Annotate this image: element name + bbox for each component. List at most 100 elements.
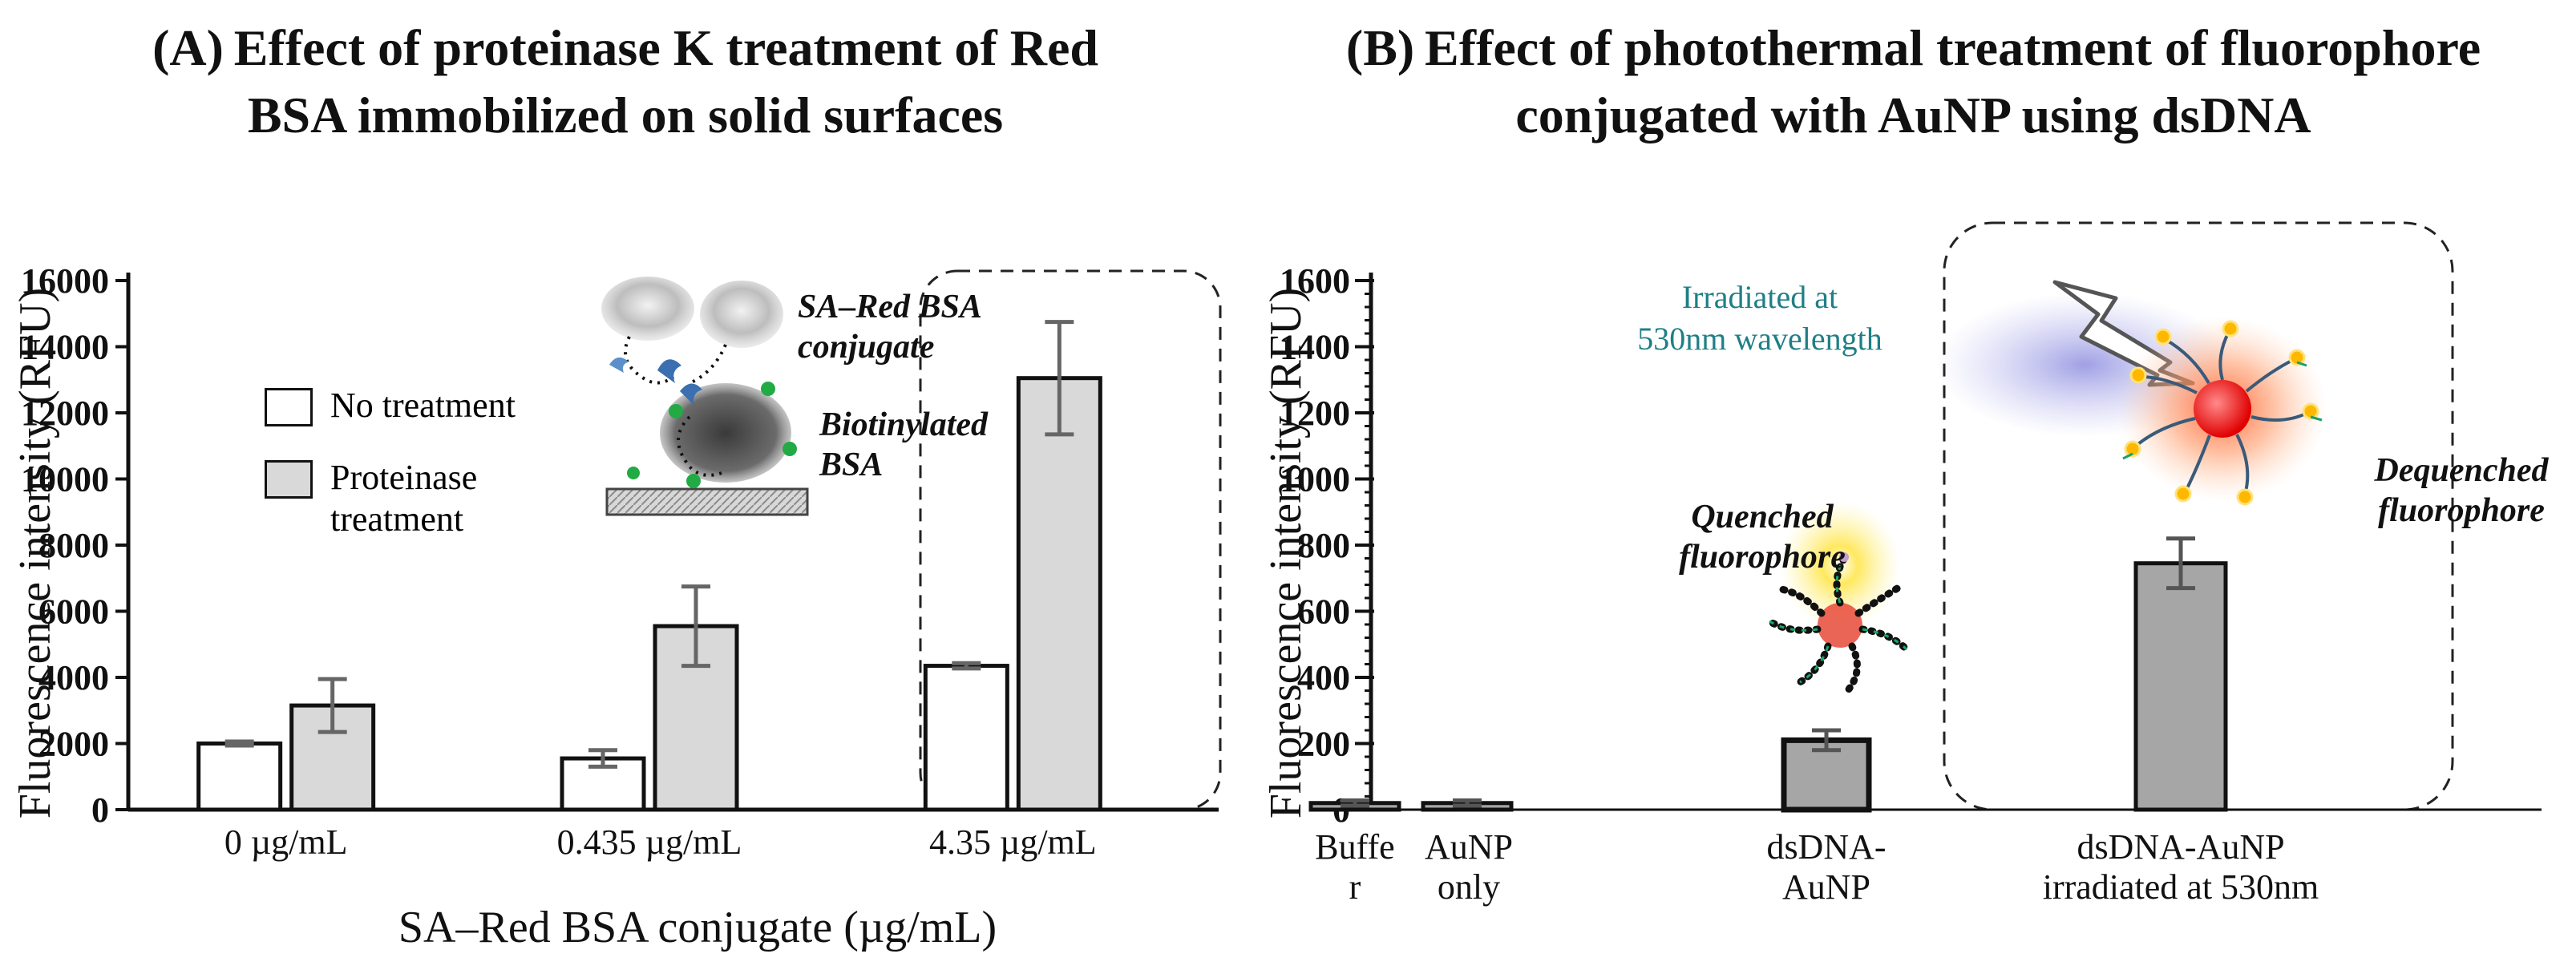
y-tick-label: 800 <box>1297 526 1350 565</box>
x-axis-title: SA–Red BSA conjugate (µg/mL) <box>398 903 997 952</box>
dsdna-green-strand <box>1769 620 1818 632</box>
dsdna-strand <box>1854 581 1907 617</box>
x-tick-label-dsdna-aunp: dsDNA- AuNP <box>1718 827 1935 907</box>
y-tick-label: 1600 <box>1280 261 1350 301</box>
green-linker <box>2296 361 2307 367</box>
y-tick-label: 14000 <box>21 328 109 367</box>
legend-label-proteinase: Proteinase treatment <box>330 458 478 539</box>
inset-illustration-a <box>601 277 809 516</box>
dsdna-green-strand <box>1862 628 1908 651</box>
y-tick-label: 1200 <box>1280 394 1350 433</box>
chart-a-plot: 0 2000 4000 6000 8000 10000 12000 14000 16000 0 µ… <box>10 261 1219 952</box>
y-tick-label: 4000 <box>38 658 109 697</box>
dna-strand <box>2133 417 2196 448</box>
panel-b: 02004006008001000120014001600Fluorescenc… <box>1251 0 2576 978</box>
annotation-sa-red-bsa-line-1: SA–Red BSA <box>798 289 982 325</box>
x-tick-label: 0 µg/mL <box>224 822 348 862</box>
dsdna-strand <box>1858 625 1911 653</box>
x-tick-aunp-line-1: AuNP <box>1424 827 1514 867</box>
panel-b-title-line-1: (B) Effect of photothermal treatment of … <box>1345 19 2481 76</box>
annotation-irradiated-line-1: Irradiated at <box>1681 279 1838 315</box>
annotation-sa-red-bsa-line-2: conjugate <box>798 329 935 366</box>
x-tick-buffer-line-2: r <box>1349 867 1361 907</box>
bar-proteinase <box>1016 376 1102 812</box>
annotation-dequenched: Dequenched fluorophore <box>2357 451 2566 531</box>
fluorophore-dot <box>2236 488 2254 506</box>
annotation-quenched-line-1: Quenched <box>1691 499 1834 535</box>
y-tick-label: 200 <box>1297 725 1350 764</box>
panel-b-title-line-2: conjugated with AuNP using dsDNA <box>1515 87 2311 143</box>
legend-item-proteinase: Proteinase treatment <box>265 457 553 540</box>
legend-swatch-no-treatment <box>265 388 313 426</box>
biotin-dot <box>783 442 797 456</box>
x-tick-aunp-line-2: only <box>1437 867 1501 907</box>
annotation-quenched: Quenched fluorophore <box>1666 497 1858 577</box>
biotin-dot <box>686 474 701 488</box>
y-tick-label: 12000 <box>21 394 109 433</box>
x-tick-dsdna-line-2: AuNP <box>1781 867 1871 907</box>
panel-a-title: (A) Effect of proteinase K treatment of … <box>0 14 1251 149</box>
y-tick-label: 16000 <box>21 261 109 301</box>
fluorophore-dot-purple <box>1839 552 1849 562</box>
annotation-biotinylated-line-2: BSA <box>819 447 884 483</box>
annotation-irradiated-line-2: 530nm wavelength <box>1637 321 1882 357</box>
fluorophore-dot <box>2124 440 2141 458</box>
x-tick-label: 4.35 µg/mL <box>929 822 1097 862</box>
x-tick-irradiated-line-2: irradiated at 530nm <box>2042 867 2319 907</box>
legend-item-no-treatment: No treatment <box>265 385 516 426</box>
y-tick-label: 1000 <box>1280 460 1350 499</box>
dsdna-green-strand <box>1799 645 1830 684</box>
gold-nanoparticle-quenched <box>1818 603 1862 648</box>
y-tick-label: 8000 <box>38 526 109 565</box>
biotin-dot <box>627 467 640 479</box>
x-tick-dsdna-line-1: dsDNA- <box>1766 827 1887 867</box>
biotin-dot <box>761 382 775 396</box>
annotation-sa-red-bsa-conjugate: SA–Red BSA conjugate <box>798 287 982 367</box>
fluorophore-dot <box>2288 349 2306 366</box>
streptavidin-shape-2 <box>680 383 702 406</box>
chart-a-canvas: 0 2000 4000 6000 8000 10000 12000 14000 16000 0 µ… <box>10 261 1222 952</box>
green-linker <box>2310 415 2323 422</box>
y-tick-label: 600 <box>1297 592 1350 632</box>
y-tick-label: 0 <box>91 790 109 830</box>
dequenched-illustration <box>1936 280 2327 506</box>
chart-b-plot: 02004006008001000120014001600Fluorescenc… <box>1261 261 2542 830</box>
chart-b-canvas: 02004006008001000120014001600Fluorescenc… <box>1261 221 2542 830</box>
gold-nanoparticle-red <box>2194 380 2251 438</box>
streptavidin-shape-3 <box>609 357 629 373</box>
y-axis-title: Fluorescence intensity (RFU) <box>1261 288 1311 819</box>
panel-a-title-line-2: BSA immobilized on solid surfaces <box>247 87 1004 143</box>
dsdna-strand <box>1777 585 1826 617</box>
x-tick-label-aunp-only: AuNP only <box>1361 827 1577 907</box>
dsdna-strand <box>1844 642 1861 694</box>
x-tick-label-buffer: Buffe r <box>1251 827 1459 907</box>
x-tick-label-dsdna-aunp-irradiated: dsDNA-AuNP irradiated at 530nm <box>2000 827 2361 907</box>
fluorophore-dot <box>2129 366 2147 384</box>
sa-red-bsa-blob-2 <box>700 281 783 348</box>
legend-label-no-treatment: No treatment <box>330 386 516 425</box>
annotation-dequenched-line-2: fluorophore <box>2378 492 2545 529</box>
dna-strand <box>2164 337 2210 384</box>
y-tick-label: 10000 <box>21 460 109 499</box>
biotin-dot <box>669 404 683 418</box>
annotation-biotinylated-line-1: Biotinylated <box>819 406 988 443</box>
legend-swatch-proteinase <box>265 460 313 499</box>
fluorophore-dot <box>2222 320 2239 337</box>
annotation-biotinylated-bsa: Biotinylated BSA <box>819 405 988 485</box>
annotation-dequenched-line-1: Dequenched <box>2374 452 2549 489</box>
fluorophore-dot <box>2174 485 2192 503</box>
streptavidin-shape-1 <box>657 359 681 383</box>
panel-b-title: (B) Effect of photothermal treatment of … <box>1251 14 2576 149</box>
fluorophore-dot <box>2302 402 2319 420</box>
annotation-irradiated: Irradiated at 530nm wavelength <box>1628 277 1892 360</box>
y-tick-label: 6000 <box>38 592 109 632</box>
x-tick-label: 0.435 µg/mL <box>557 822 742 862</box>
dsdna-strand <box>1796 642 1832 686</box>
linker-dots-3 <box>677 415 722 477</box>
y-tick-label: 400 <box>1297 658 1350 697</box>
dna-strand <box>2250 411 2308 422</box>
x-tick-buffer-line-1: Buffe <box>1315 827 1395 867</box>
bar-no-treatment <box>923 664 1009 812</box>
annotation-quenched-line-2: fluorophore <box>1679 539 1846 576</box>
biotinylated-bsa-blob <box>660 383 791 483</box>
